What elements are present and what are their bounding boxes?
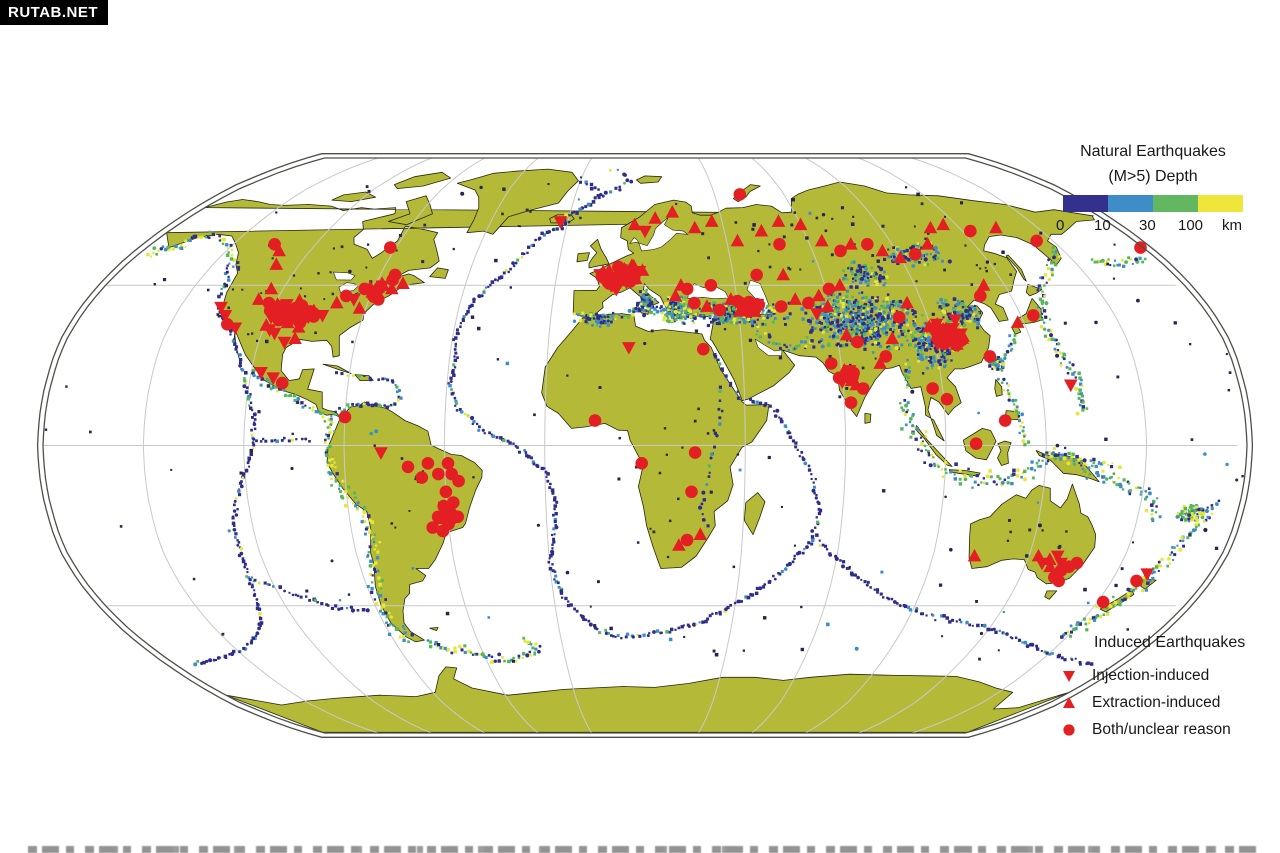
natural-earthquake-dots <box>44 168 1244 667</box>
depth-colorbar <box>1063 195 1243 212</box>
watermark-badge: RUTAB.NET <box>0 0 109 25</box>
depth-colorbar-ticks: 0 10 30 100 km <box>1056 217 1252 237</box>
legend-induced-title: Induced Earthquakes <box>1094 634 1246 651</box>
watermark-text: RUTAB.NET <box>8 4 99 21</box>
legend-natural-subtitle: (M>5) Depth <box>1108 168 1198 185</box>
legend-item-extraction-induced: Extraction-induced <box>1056 689 1245 716</box>
induced-earthquake-markers <box>214 188 1154 609</box>
circle-icon <box>1056 721 1082 739</box>
graticule-layer <box>43 157 1238 734</box>
depth-colorbar-segment-3 <box>1198 195 1243 212</box>
depth-tick-label: 0 <box>1056 217 1065 234</box>
depth-colorbar-segment-2 <box>1153 195 1198 212</box>
depth-tick-label: 30 <box>1139 217 1156 234</box>
legend-item-label: Extraction-induced <box>1092 693 1221 711</box>
legend-natural-earthquakes: Natural Earthquakes (M>5) Depth 0 10 30 100… <box>1048 143 1258 237</box>
triangle-up-icon <box>1056 694 1082 712</box>
legend-item-label: Injection-induced <box>1092 666 1210 684</box>
cropped-caption-text <box>28 846 1260 853</box>
legend-induced-rows: Injection-induced Extraction-induced Both/… <box>1056 662 1245 743</box>
legend-item-label: Both/unclear reason <box>1092 720 1231 738</box>
legend-natural-title: Natural Earthquakes <box>1080 143 1226 160</box>
legend-induced-earthquakes: Induced Earthquakes Injection-induced Ext… <box>1056 634 1245 743</box>
depth-colorbar-segment-1 <box>1108 195 1153 212</box>
depth-colorbar-segment-0 <box>1063 195 1108 212</box>
triangle-down-icon <box>1056 667 1082 685</box>
depth-tick-label: 10 <box>1094 217 1111 234</box>
map-border <box>36 153 1254 738</box>
depth-tick-label: 100 <box>1178 217 1204 234</box>
legend-item-both-unclear-reason: Both/unclear reason <box>1056 716 1245 743</box>
legend-item-injection-induced: Injection-induced <box>1056 662 1245 689</box>
depth-unit-label: km <box>1222 217 1242 234</box>
